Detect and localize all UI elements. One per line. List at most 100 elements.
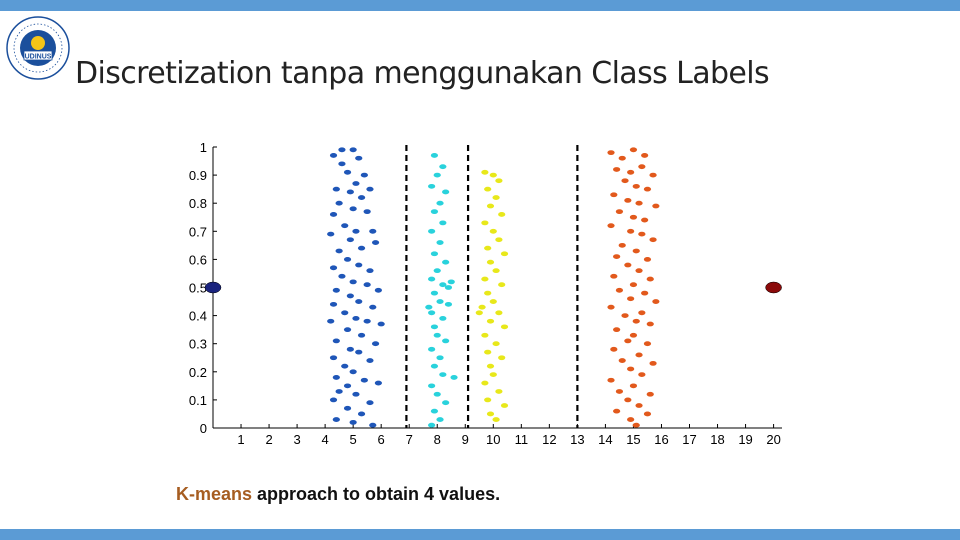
outlier-point — [204, 281, 222, 294]
data-point — [629, 282, 638, 288]
data-point — [343, 169, 352, 175]
data-point — [360, 377, 368, 383]
data-point — [436, 417, 444, 422]
data-point — [357, 332, 366, 338]
data-point — [492, 195, 500, 200]
x-tick-label: 17 — [682, 432, 696, 447]
data-point — [484, 349, 492, 355]
data-point — [632, 248, 640, 254]
data-point — [629, 214, 638, 220]
data-point — [621, 313, 629, 318]
data-point — [341, 310, 349, 316]
data-point — [607, 223, 615, 229]
data-point — [329, 212, 338, 217]
data-point — [369, 422, 377, 428]
data-point — [327, 231, 335, 237]
data-point — [346, 189, 354, 195]
x-tick-label: 15 — [626, 432, 640, 447]
data-point — [498, 282, 506, 288]
data-point — [335, 200, 343, 206]
data-point — [489, 299, 497, 304]
data-point — [638, 164, 646, 170]
data-point — [428, 383, 436, 389]
data-point — [618, 155, 626, 161]
x-tick-label: 3 — [293, 432, 300, 447]
data-point — [643, 411, 652, 417]
data-point — [649, 360, 657, 366]
data-point — [428, 276, 436, 282]
data-point — [352, 391, 360, 397]
data-point — [613, 327, 621, 333]
data-point — [428, 310, 436, 316]
data-point — [335, 248, 343, 254]
data-point — [615, 209, 624, 215]
data-point — [613, 254, 621, 259]
data-point — [366, 186, 374, 192]
data-point — [346, 237, 354, 243]
data-point — [607, 304, 615, 310]
data-point — [436, 355, 444, 361]
data-point — [329, 265, 338, 271]
data-point — [624, 397, 632, 403]
data-point — [374, 380, 382, 386]
data-point — [430, 251, 439, 257]
data-point — [428, 346, 436, 352]
x-tick-label: 19 — [738, 432, 752, 447]
data-point — [632, 183, 640, 189]
data-point — [613, 167, 621, 172]
data-point — [343, 405, 352, 411]
data-point — [357, 245, 366, 251]
data-point — [355, 155, 363, 161]
data-point — [486, 318, 495, 324]
data-point — [643, 257, 652, 262]
data-point — [360, 172, 368, 178]
data-point — [486, 203, 495, 209]
data-point — [629, 383, 638, 389]
y-tick-label: 0.2 — [189, 365, 207, 380]
data-point — [492, 417, 500, 422]
x-tick-label: 12 — [542, 432, 556, 447]
data-point — [613, 408, 621, 414]
x-tick-label: 2 — [265, 432, 272, 447]
data-point — [478, 304, 486, 310]
data-point — [627, 228, 635, 234]
data-point — [629, 147, 638, 153]
data-point — [341, 363, 349, 369]
x-tick-label: 10 — [486, 432, 500, 447]
data-point — [624, 262, 632, 268]
data-point — [428, 228, 436, 234]
x-tick-label: 11 — [515, 432, 529, 447]
caption-text: approach to obtain 4 values. — [252, 484, 501, 504]
data-point — [442, 259, 450, 265]
data-point — [341, 223, 349, 229]
slide-title: Discretization tanpa menggunakan Class L… — [75, 56, 770, 91]
y-tick-label: 0.8 — [189, 196, 207, 211]
data-point — [433, 332, 441, 338]
data-point — [481, 276, 489, 282]
data-point — [349, 419, 357, 425]
data-point — [492, 341, 500, 347]
y-tick-label: 0.4 — [189, 309, 207, 324]
x-tick-label: 5 — [350, 432, 357, 447]
data-point — [641, 153, 649, 158]
data-point — [618, 358, 626, 363]
data-point — [627, 366, 635, 372]
data-point — [484, 186, 492, 192]
data-point — [475, 310, 483, 316]
data-point — [484, 290, 492, 296]
data-point — [646, 391, 654, 397]
data-point — [447, 279, 455, 285]
data-point — [433, 172, 441, 178]
data-point — [355, 349, 363, 355]
udinus-seal-icon: UDINUS — [6, 16, 70, 80]
data-point — [484, 397, 492, 403]
data-point — [498, 355, 506, 361]
data-point — [615, 389, 624, 394]
data-point — [329, 397, 338, 403]
data-point — [500, 251, 509, 257]
data-point — [486, 411, 495, 417]
y-tick-label: 0.6 — [189, 252, 207, 267]
x-tick-label: 7 — [406, 432, 413, 447]
outlier-point — [765, 281, 782, 294]
data-point — [430, 324, 439, 330]
